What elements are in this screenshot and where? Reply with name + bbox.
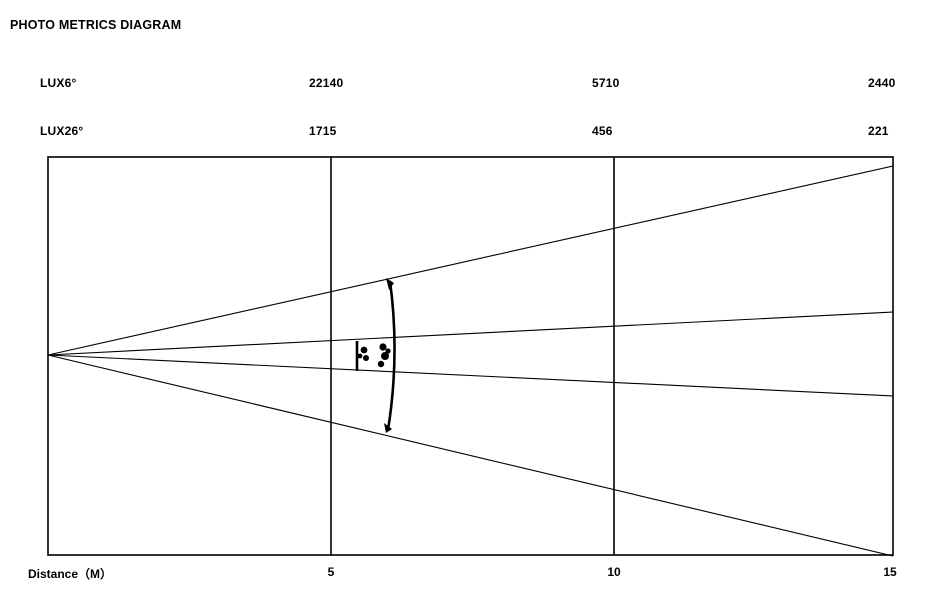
micro-annotation-left [357, 346, 369, 361]
metric-value-lux26-15m: 221 [868, 124, 889, 138]
arc-arrowhead-bottom [384, 423, 392, 433]
beam-ray-outer-lower [47, 354, 894, 557]
arc-arrowhead-top [386, 278, 394, 290]
metric-row-label-lux6: LUX6° [40, 76, 77, 90]
metric-value-lux6-5m: 22140 [309, 76, 344, 90]
axis-tick-10: 10 [607, 565, 621, 579]
micro-annotation-right [377, 343, 391, 368]
plot-frame [47, 156, 894, 556]
page-title: PHOTO METRICS DIAGRAM [10, 18, 182, 32]
metric-value-lux6-10m: 5710 [592, 76, 620, 90]
axis-title-distance: Distance（M） [28, 567, 113, 581]
beam-ray-inner-upper [47, 311, 894, 356]
metric-row-label-lux26: LUX26° [40, 124, 84, 138]
beam-width-arc [386, 280, 396, 431]
metric-value-lux26-5m: 1715 [309, 124, 337, 138]
axis-tick-15: 15 [883, 565, 897, 579]
beam-ray-inner-lower [47, 354, 894, 397]
beam-ray-outer-upper [47, 165, 894, 356]
metric-value-lux26-10m: 456 [592, 124, 613, 138]
metric-value-lux6-15m: 2440 [868, 76, 896, 90]
axis-tick-5: 5 [327, 565, 335, 579]
